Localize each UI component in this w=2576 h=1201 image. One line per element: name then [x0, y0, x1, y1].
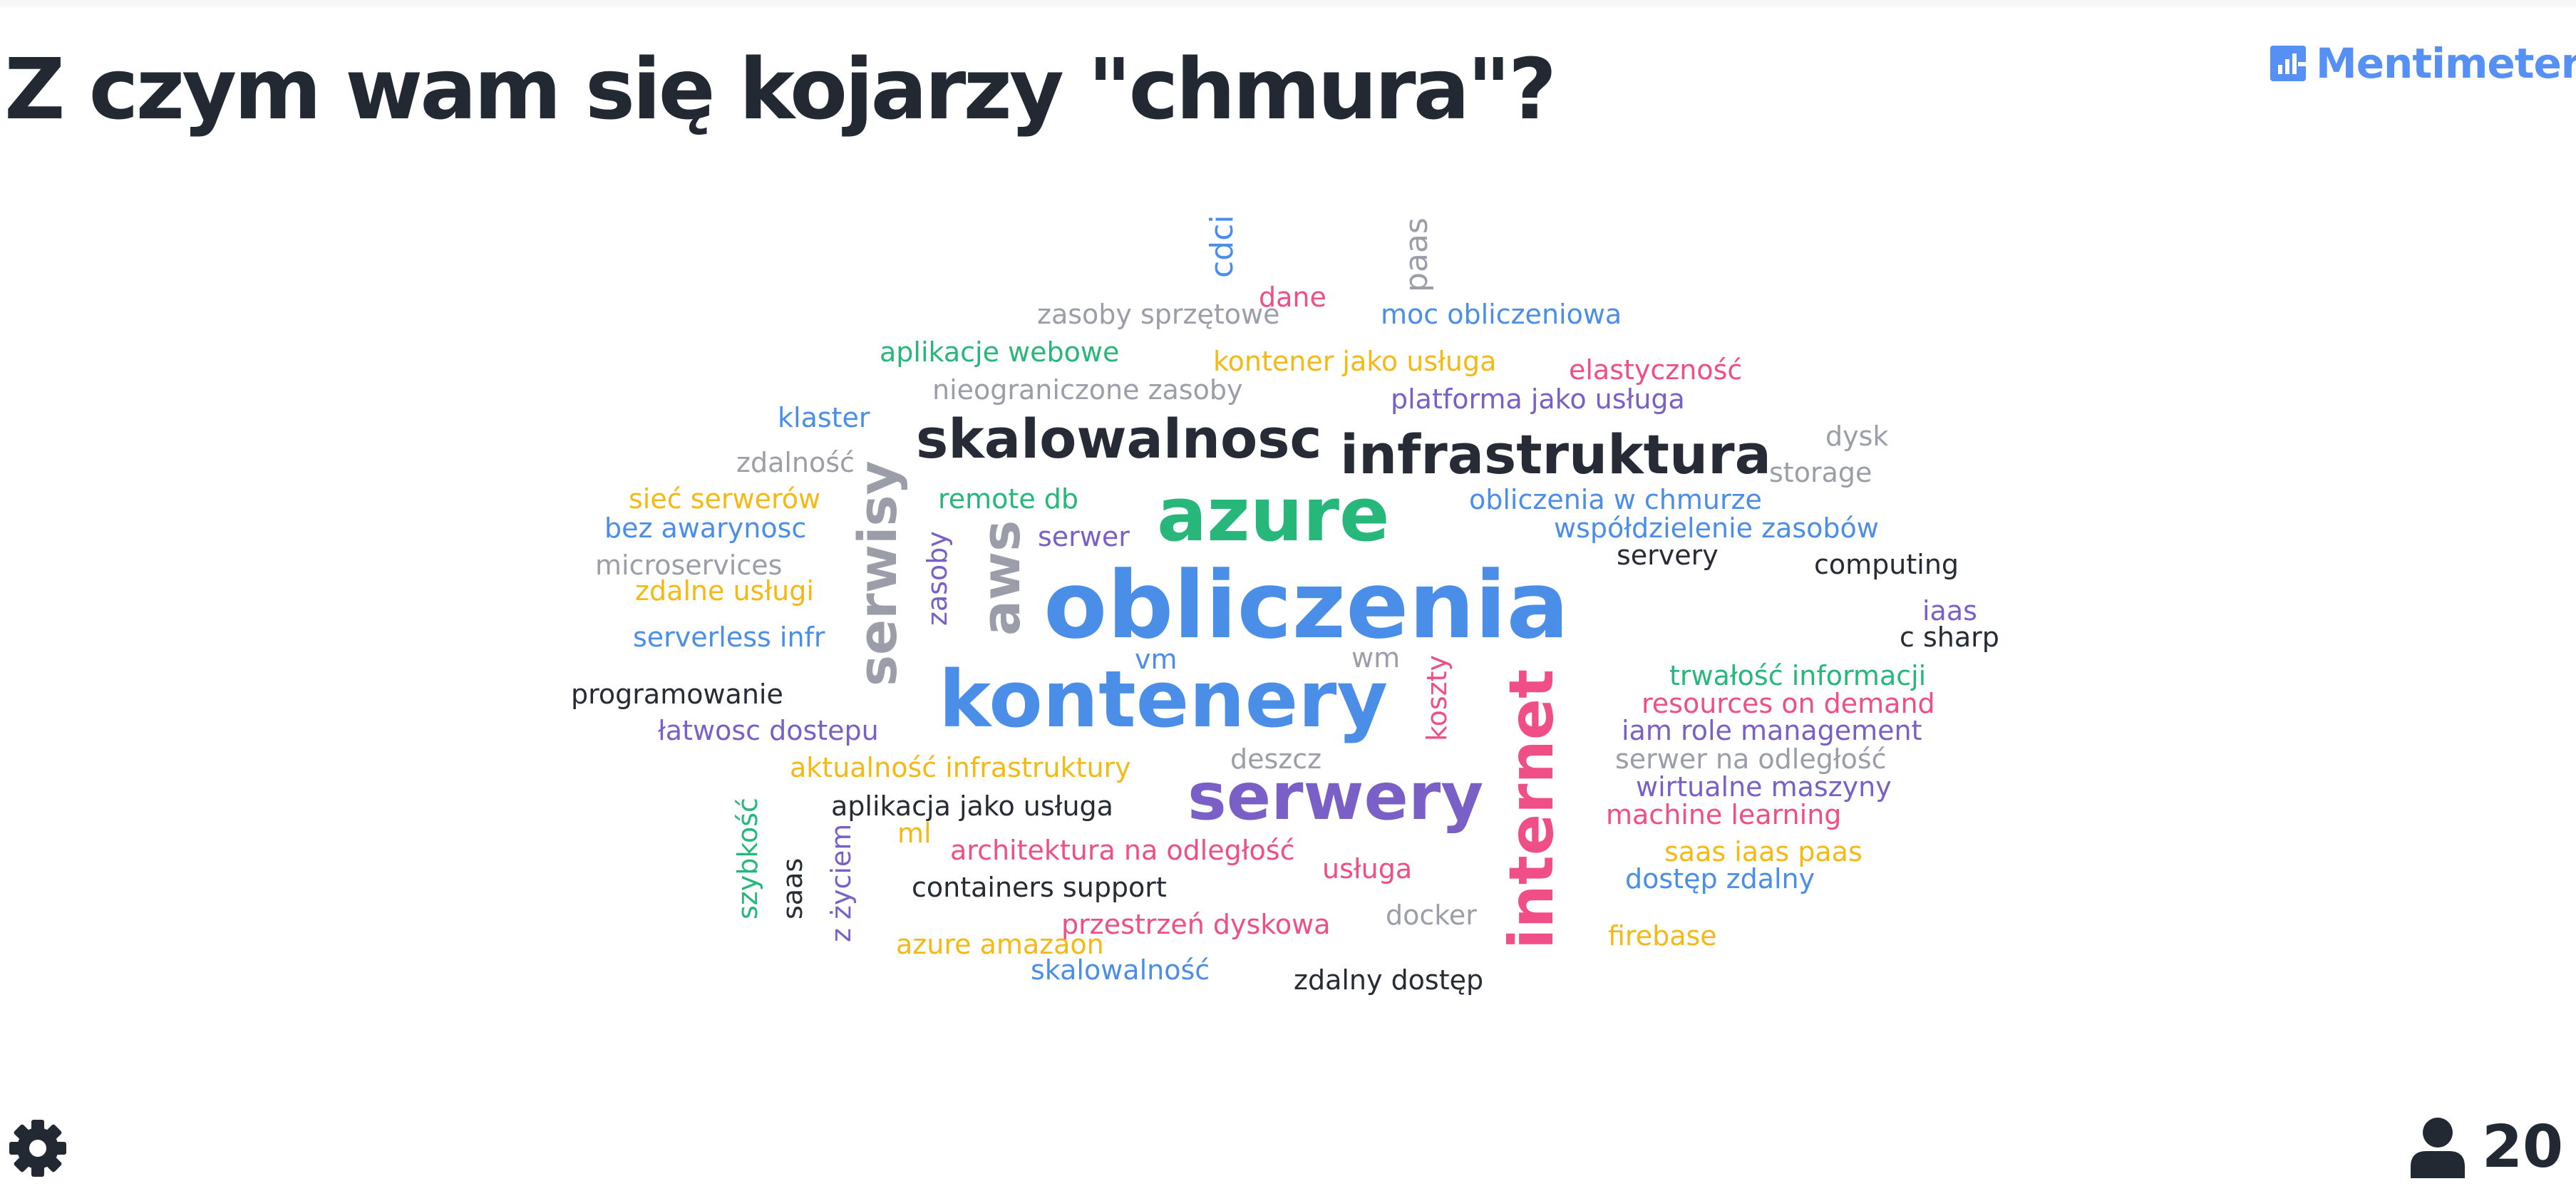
- cloud-word: wm: [1351, 642, 1401, 674]
- cloud-word: computing: [1814, 549, 1959, 580]
- cloud-word: azure amazaon: [896, 929, 1104, 960]
- cloud-word: servery: [1617, 540, 1719, 571]
- cloud-word: zdalny dostęp: [1294, 964, 1484, 996]
- brand-name: Mentimeter: [2316, 39, 2576, 88]
- cloud-word: vm: [1135, 644, 1178, 675]
- mentimeter-logo[interactable]: Mentimeter: [2270, 38, 2576, 88]
- cloud-word: internet: [1496, 669, 1567, 949]
- cloud-word: cdci: [1204, 215, 1240, 278]
- cloud-word: azure: [1157, 471, 1390, 558]
- cloud-word: serverless infr: [633, 622, 825, 653]
- cloud-word: iaas: [1922, 595, 1977, 627]
- cloud-word: aplikacje webowe: [880, 336, 1120, 368]
- cloud-word: zdalne usługi: [635, 575, 814, 607]
- cloud-word: serwer na odległość: [1615, 743, 1887, 775]
- cloud-word: trwałość informacji: [1669, 660, 1927, 691]
- cloud-word: docker: [1386, 900, 1477, 931]
- cloud-word: usługa: [1322, 853, 1413, 885]
- cloud-word: zasoby: [922, 531, 953, 626]
- cloud-word: dostęp zdalny: [1625, 863, 1815, 895]
- cloud-word: remote db: [938, 483, 1079, 515]
- cloud-word: resources on demand: [1642, 688, 1935, 719]
- cloud-word: zasoby sprzętowe: [1037, 299, 1280, 330]
- cloud-word: z życiem: [825, 823, 857, 942]
- cloud-word: skalowalność: [1031, 954, 1210, 986]
- cloud-word: kontenery: [939, 654, 1389, 745]
- cloud-word: deszcz: [1230, 743, 1322, 775]
- cloud-word: containers support: [912, 872, 1167, 903]
- cloud-word: przestrzeń dyskowa: [1061, 909, 1331, 940]
- cloud-word: dysk: [1825, 421, 1889, 452]
- cloud-word: saas: [777, 857, 808, 919]
- cloud-word: skalowalnosc: [916, 407, 1322, 470]
- cloud-word: bez awarynosc: [604, 512, 807, 544]
- cloud-word: elastyczność: [1569, 354, 1743, 386]
- cloud-word: dane: [1259, 282, 1326, 313]
- cloud-word: współdzielenie zasobów: [1554, 512, 1879, 544]
- cloud-word: łatwosc dostepu: [658, 715, 879, 746]
- bar-chart-logo-icon: [2270, 46, 2306, 81]
- cloud-word: szybkość: [732, 798, 763, 919]
- cloud-word: saas iaas paas: [1664, 836, 1863, 867]
- cloud-word: architektura na odległość: [950, 835, 1295, 866]
- cloud-word: koszty: [1421, 654, 1453, 741]
- cloud-word: aws: [971, 520, 1032, 636]
- cloud-word: iam role management: [1622, 715, 1922, 746]
- gear-icon[interactable]: [7, 1118, 68, 1179]
- cloud-word: serwer: [1038, 521, 1130, 552]
- cloud-word: firebase: [1608, 920, 1717, 952]
- top-strip: [0, 0, 2576, 7]
- participant-counter: 20: [2409, 1115, 2563, 1180]
- user-icon: [2411, 1118, 2465, 1178]
- cloud-word: aplikacja jako usługa: [831, 790, 1113, 822]
- cloud-word: paas: [1398, 217, 1435, 292]
- cloud-word: zdalność: [736, 447, 855, 478]
- cloud-word: kontener jako usługa: [1213, 346, 1497, 377]
- cloud-word: moc obliczeniowa: [1381, 299, 1622, 330]
- cloud-word: microservices: [595, 550, 783, 581]
- cloud-word: platforma jako usługa: [1391, 383, 1685, 415]
- cloud-word: klaster: [778, 402, 870, 433]
- cloud-word: serwery: [1187, 758, 1484, 835]
- cloud-word: sieć serwerów: [629, 483, 821, 515]
- cloud-word: ml: [897, 818, 932, 849]
- cloud-word: aktualność infrastruktury: [790, 752, 1131, 783]
- cloud-word: storage: [1769, 457, 1872, 488]
- cloud-word: infrastruktura: [1340, 423, 1771, 486]
- cloud-word: obliczenia: [1044, 551, 1570, 659]
- cloud-word: obliczenia w chmurze: [1469, 484, 1762, 515]
- question-title: Z czym wam się kojarzy "chmura"?: [4, 40, 1557, 138]
- cloud-word: wirtualne maszyny: [1636, 771, 1892, 803]
- participant-count: 20: [2482, 1113, 2564, 1181]
- cloud-word: serwisy: [847, 460, 909, 686]
- cloud-word: c sharp: [1900, 622, 1999, 653]
- cloud-word: programowanie: [571, 679, 783, 710]
- cloud-word: nieograniczone zasoby: [932, 374, 1243, 406]
- cloud-word: machine learning: [1606, 799, 1842, 830]
